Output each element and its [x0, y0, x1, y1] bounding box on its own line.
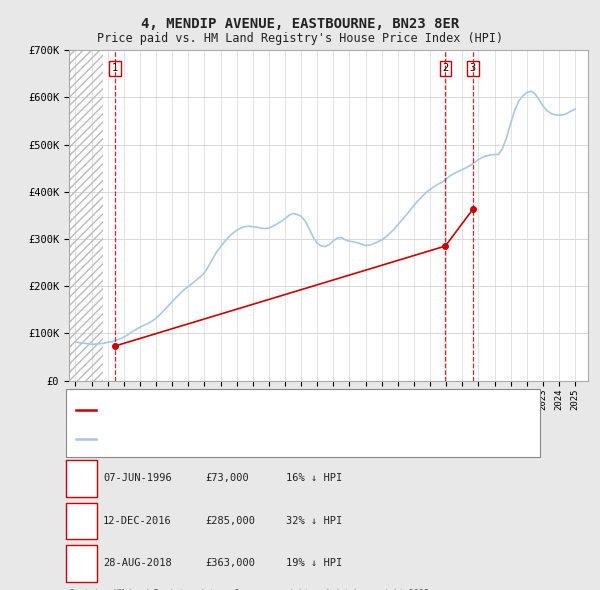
Text: £285,000: £285,000: [205, 516, 255, 526]
Text: HPI: Average price, detached house, Eastbourne: HPI: Average price, detached house, East…: [99, 434, 369, 444]
Text: £363,000: £363,000: [205, 559, 255, 568]
Text: 3: 3: [78, 559, 85, 568]
Text: 4, MENDIP AVENUE, EASTBOURNE, BN23 8ER: 4, MENDIP AVENUE, EASTBOURNE, BN23 8ER: [141, 17, 459, 31]
Text: 4, MENDIP AVENUE, EASTBOURNE, BN23 8ER (detached house): 4, MENDIP AVENUE, EASTBOURNE, BN23 8ER (…: [99, 405, 422, 415]
Text: 28-AUG-2018: 28-AUG-2018: [103, 559, 172, 568]
Text: 3: 3: [470, 63, 476, 73]
Text: 19% ↓ HPI: 19% ↓ HPI: [286, 559, 343, 568]
Text: 2: 2: [78, 516, 85, 526]
Text: £73,000: £73,000: [205, 474, 249, 483]
Text: 16% ↓ HPI: 16% ↓ HPI: [286, 474, 343, 483]
Text: 1: 1: [112, 63, 118, 73]
Text: 2: 2: [442, 63, 448, 73]
Text: 1: 1: [78, 474, 85, 483]
Text: Contains HM Land Registry data © Crown copyright and database right 2025.: Contains HM Land Registry data © Crown c…: [69, 589, 434, 590]
Text: Price paid vs. HM Land Registry's House Price Index (HPI): Price paid vs. HM Land Registry's House …: [97, 32, 503, 45]
Text: 32% ↓ HPI: 32% ↓ HPI: [286, 516, 343, 526]
Text: 12-DEC-2016: 12-DEC-2016: [103, 516, 172, 526]
Text: 07-JUN-1996: 07-JUN-1996: [103, 474, 172, 483]
